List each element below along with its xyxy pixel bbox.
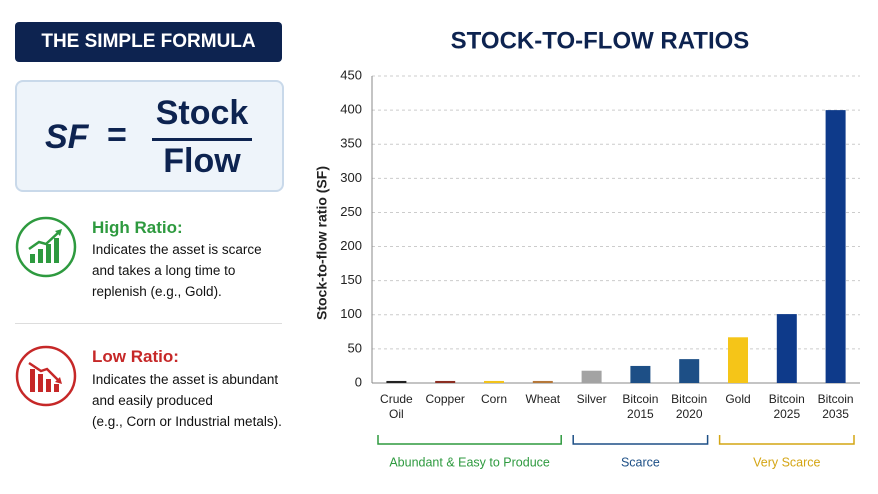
y-tick-label: 400: [340, 102, 362, 117]
x-tick-label: Bitcoin 2020: [671, 392, 708, 421]
group-bracket: [572, 435, 709, 445]
high-title: High Ratio:: [92, 218, 183, 237]
y-tick-label: 300: [340, 170, 362, 185]
group-label: Scarce: [621, 455, 660, 469]
x-tick-label: Copper: [425, 392, 465, 406]
low-text: Indicates the asset is abundant and easil…: [92, 369, 282, 432]
text-line: Indicates the asset is abundant: [92, 372, 279, 387]
fraction-bar: [152, 138, 252, 141]
group-label: Very Scarce: [753, 455, 820, 469]
bar: [679, 359, 700, 383]
y-tick-label: 450: [340, 67, 362, 82]
bar: [435, 380, 456, 383]
x-tick-label: Crude Oil: [380, 392, 413, 421]
x-tick-label: Gold: [725, 392, 751, 406]
y-tick-label: 200: [340, 238, 362, 253]
y-tick-label: 250: [340, 204, 362, 219]
bar: [776, 314, 797, 383]
group-bracket: [718, 435, 855, 445]
formula-lhs: SF: [45, 118, 89, 156]
low-icon: [15, 345, 77, 407]
y-tick-label: 0: [355, 374, 362, 389]
low-title: Low Ratio:: [92, 347, 179, 366]
y-tick-label: 100: [340, 306, 362, 321]
panel-title: THE SIMPLE FORMULA: [15, 22, 282, 62]
bar: [630, 365, 651, 383]
bar: [484, 380, 504, 383]
high-icon: [15, 216, 77, 278]
text-line: and easily produced: [92, 393, 213, 408]
formula-denominator: Flow: [163, 142, 241, 180]
y-tick-label: 150: [340, 272, 362, 287]
bar: [825, 110, 846, 383]
formula-equals: =: [107, 116, 127, 154]
y-tick-label: 50: [348, 340, 362, 355]
high-text: Indicates the asset is scarce and takes a…: [92, 239, 262, 302]
divider: [15, 323, 282, 324]
bar: [728, 337, 748, 383]
text-line: Indicates the asset is scarce: [92, 242, 262, 257]
y-axis-label: Stock-to-flow ratio (SF): [314, 166, 330, 320]
bar: [386, 380, 407, 383]
text-line: replenish (e.g., Gold).: [92, 284, 222, 299]
x-tick-label: Bitcoin 2015: [622, 392, 659, 421]
bar: [532, 380, 553, 383]
x-tick-label: Bitcoin 2035: [817, 392, 854, 421]
bar: [581, 370, 602, 383]
formula-numerator: Stock: [155, 94, 249, 132]
y-tick-label: 350: [340, 136, 362, 151]
x-tick-label: Bitcoin 2025: [768, 392, 805, 421]
text-line: and takes a long time to: [92, 263, 236, 278]
formula-box: SF = Stock Flow: [15, 80, 284, 192]
x-tick-label: Wheat: [525, 392, 561, 406]
group-bracket: [377, 435, 562, 445]
x-tick-label: Silver: [576, 392, 607, 406]
x-tick-label: Corn: [480, 392, 507, 406]
chart-title: STOCK-TO-FLOW RATIOS: [451, 27, 750, 54]
group-label: Abundant & Easy to Produce: [389, 455, 550, 469]
text-line: (e.g., Corn or Industrial metals).: [92, 414, 282, 429]
